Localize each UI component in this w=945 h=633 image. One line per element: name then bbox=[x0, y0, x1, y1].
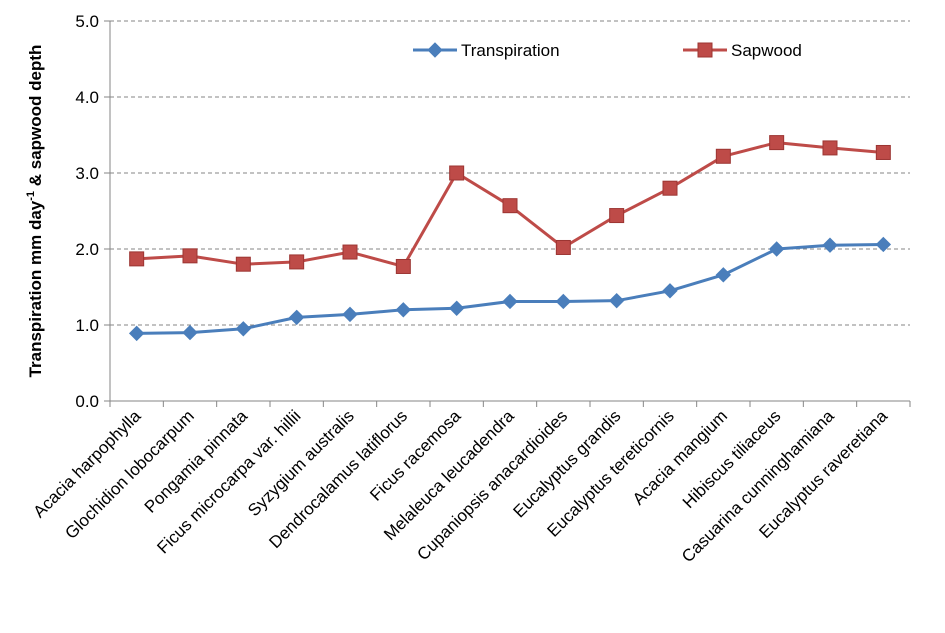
data-point-sapwood bbox=[609, 208, 625, 224]
y-tick-label: 0.0 bbox=[75, 392, 99, 411]
data-point-sapwood bbox=[129, 251, 145, 267]
gridlines bbox=[110, 20, 910, 326]
y-axis-label-tail: & sapwood depth bbox=[26, 45, 45, 191]
y-tick-label: 1.0 bbox=[75, 316, 99, 335]
data-point-sapwood bbox=[502, 198, 518, 214]
y-tick-labels: 0.0 1.0 2.0 3.0 4.0 5.0 bbox=[75, 12, 110, 411]
data-point-sapwood bbox=[395, 258, 411, 274]
data-point-transpiration bbox=[822, 237, 838, 253]
data-point-transpiration bbox=[715, 267, 732, 283]
y-axis-label-main: Transpiration mm day bbox=[26, 200, 45, 377]
axes bbox=[109, 21, 910, 402]
data-point-transpiration bbox=[288, 309, 305, 326]
data-point-transpiration bbox=[608, 292, 625, 309]
data-point-transpiration bbox=[128, 325, 145, 342]
series-transpiration bbox=[128, 236, 892, 342]
y-tick-label: 2.0 bbox=[75, 240, 99, 259]
x-tick-label: Acacia mangium bbox=[629, 406, 731, 508]
data-point-sapwood bbox=[182, 248, 198, 264]
data-point-transpiration bbox=[395, 302, 412, 318]
data-point-transpiration bbox=[182, 324, 198, 341]
data-point-sapwood bbox=[449, 165, 465, 181]
data-point-transpiration bbox=[768, 241, 785, 257]
series bbox=[128, 135, 892, 342]
legend-marker bbox=[697, 42, 713, 58]
data-point-sapwood bbox=[769, 135, 785, 151]
legend-label: Transpiration bbox=[461, 41, 560, 60]
x-tick-label: Ficus racemosa bbox=[366, 406, 465, 505]
x-tick-label: Hibiscus tiliaceus bbox=[679, 406, 785, 512]
data-point-sapwood bbox=[342, 244, 358, 260]
y-tick-label: 3.0 bbox=[75, 164, 99, 183]
data-point-transpiration bbox=[448, 300, 465, 316]
data-point-transpiration bbox=[342, 306, 358, 323]
y-tick-label: 4.0 bbox=[75, 88, 99, 107]
legend: Transpiration Sapwood bbox=[413, 41, 802, 60]
data-point-sapwood bbox=[875, 144, 891, 160]
series-sapwood bbox=[129, 135, 891, 274]
data-point-transpiration bbox=[235, 321, 252, 337]
data-point-sapwood bbox=[555, 239, 571, 255]
data-point-transpiration bbox=[502, 293, 518, 310]
data-point-sapwood bbox=[662, 180, 678, 196]
legend-marker bbox=[427, 42, 443, 58]
data-point-sapwood bbox=[289, 254, 305, 270]
y-axis-label: Transpiration mm day-1 & sapwood depth bbox=[25, 45, 45, 378]
legend-item-sapwood: Sapwood bbox=[683, 41, 802, 60]
legend-label: Sapwood bbox=[731, 41, 802, 60]
data-point-sapwood bbox=[715, 148, 731, 164]
data-point-sapwood bbox=[822, 140, 838, 156]
data-point-sapwood bbox=[235, 256, 251, 272]
legend-item-transpiration: Transpiration bbox=[413, 41, 560, 60]
y-axis-label-superscript: -1 bbox=[25, 191, 37, 201]
data-point-transpiration bbox=[875, 236, 892, 253]
data-point-transpiration bbox=[662, 283, 678, 299]
y-tick-label: 5.0 bbox=[75, 12, 99, 31]
data-point-transpiration bbox=[555, 293, 572, 310]
